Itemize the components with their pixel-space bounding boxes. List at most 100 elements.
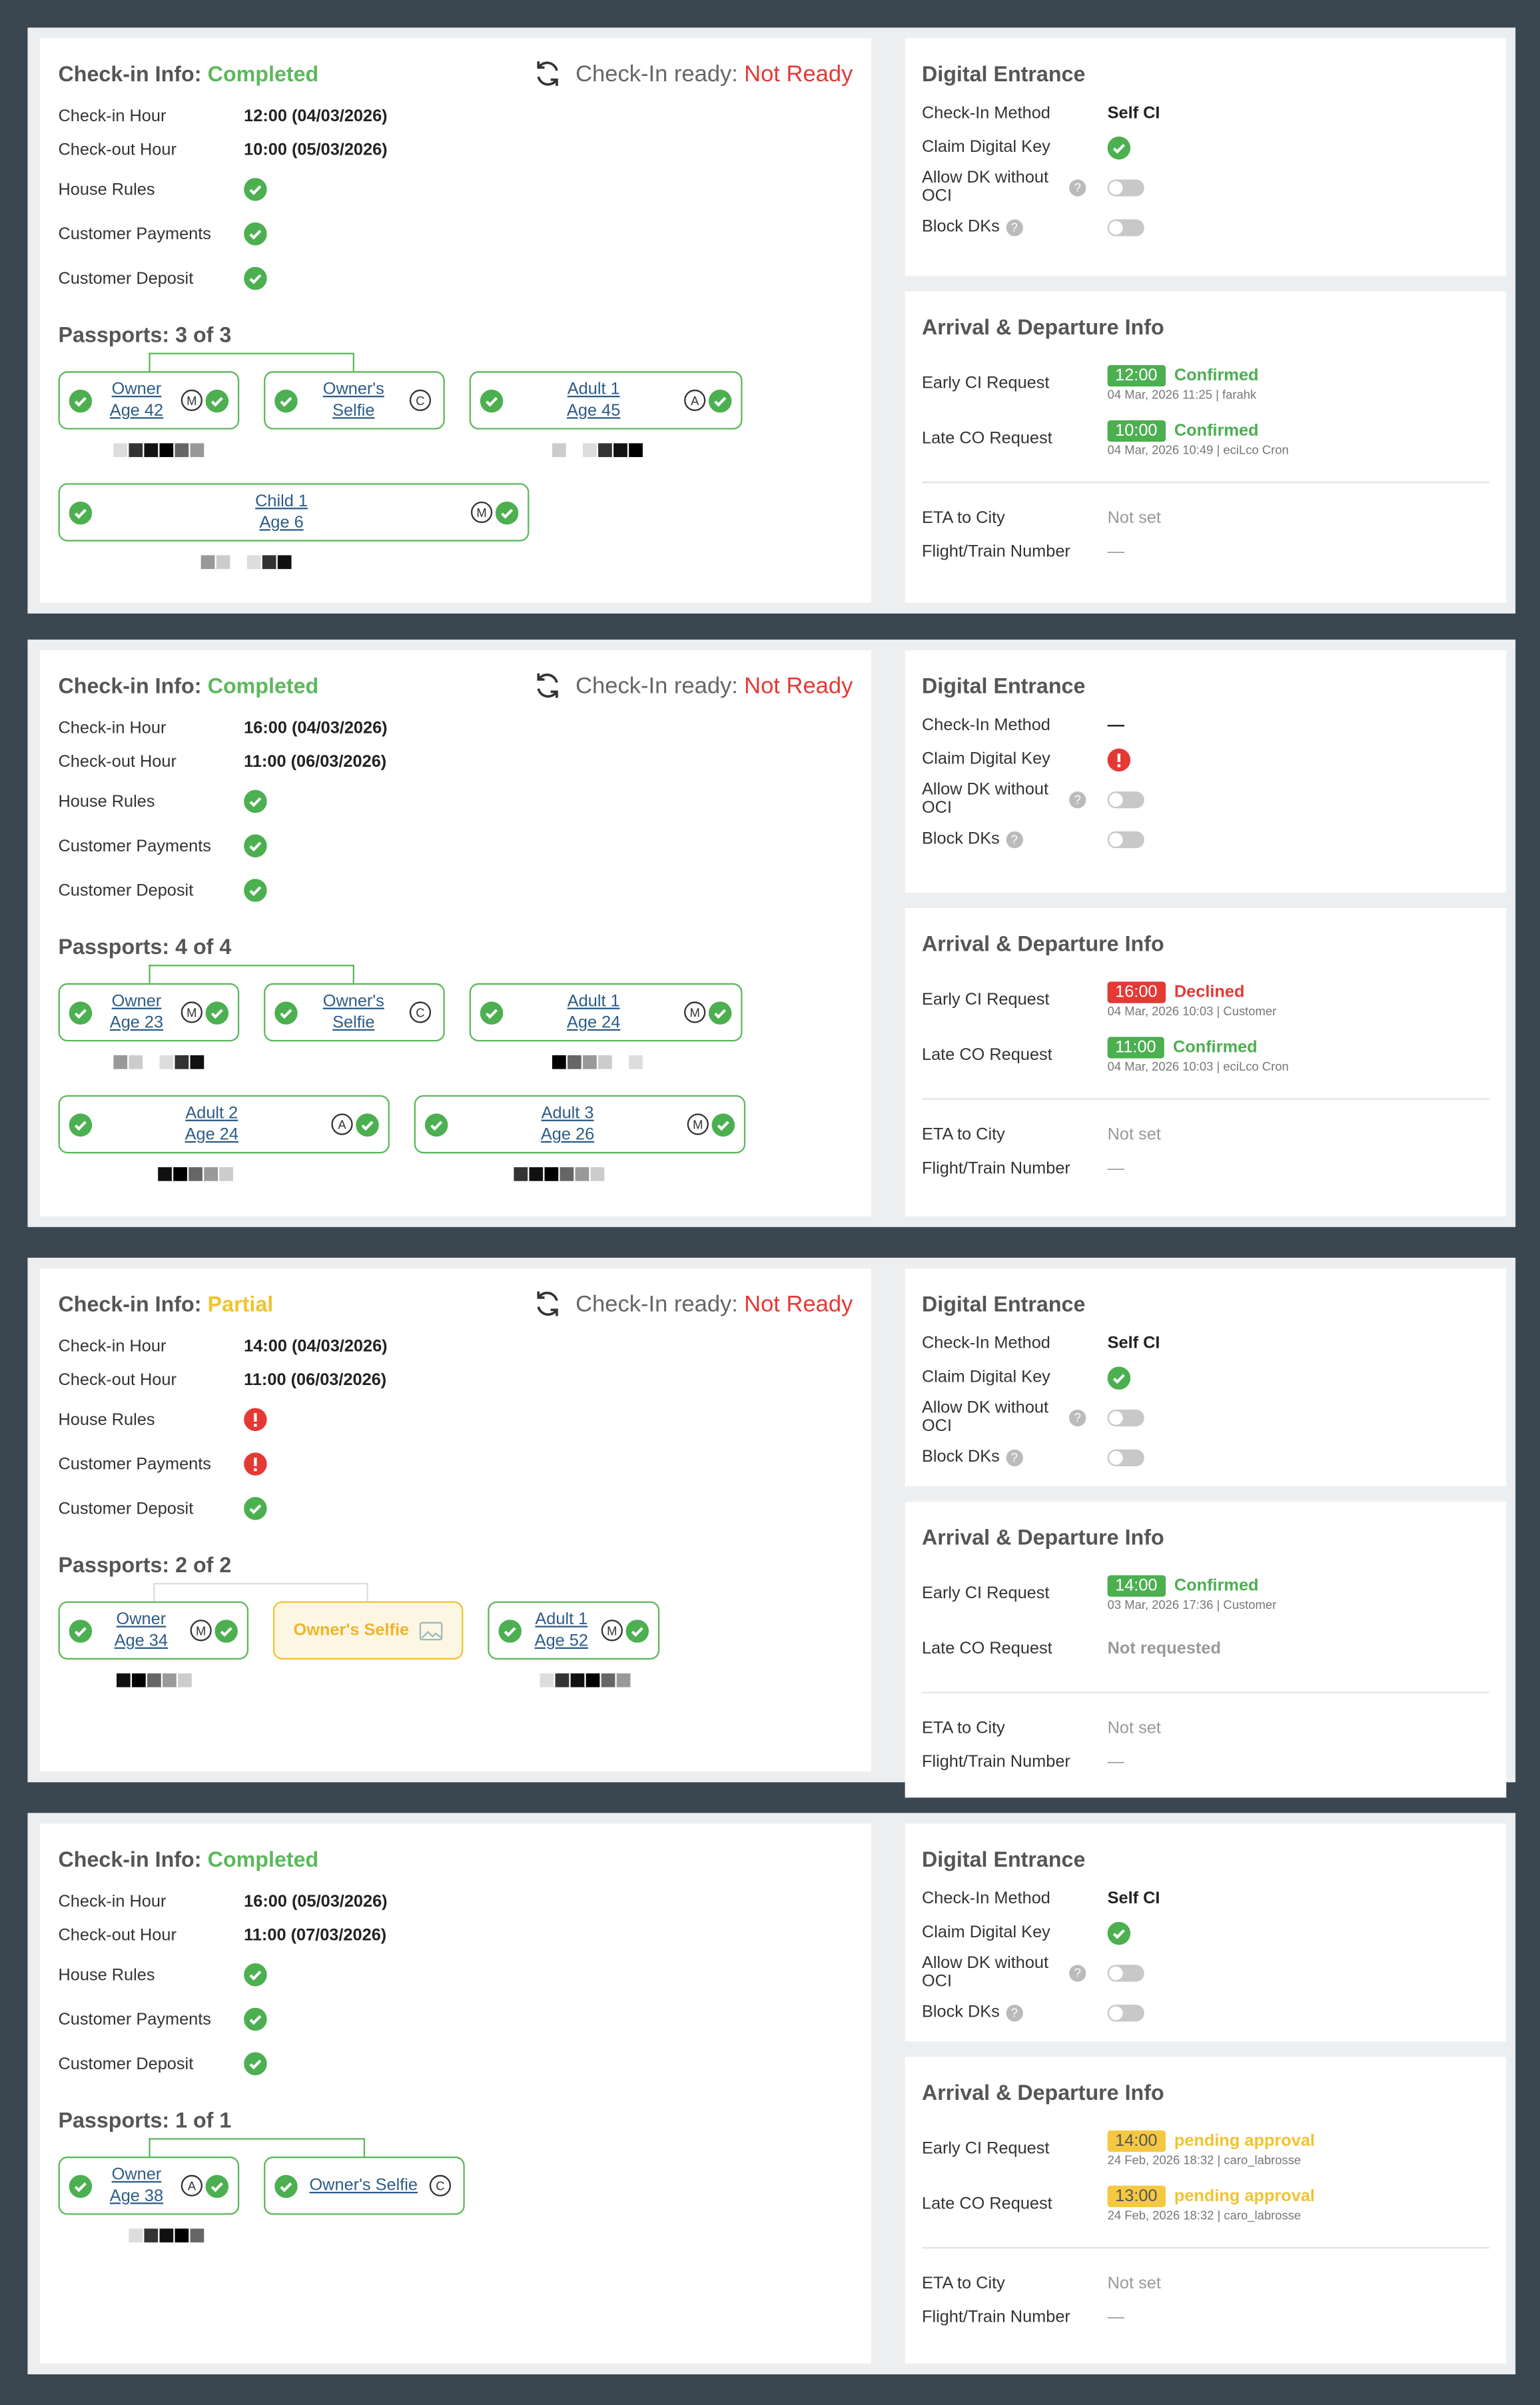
check-bg — [69, 388, 93, 412]
passport-card: Owner's Selfie C — [264, 2157, 465, 2215]
passport-link[interactable]: Selfie — [332, 402, 375, 420]
check-mark — [74, 396, 87, 406]
passport-badge: M — [181, 1001, 202, 1023]
request-rows: Early CI Request 12:00 Confirmed 04 Mar, 20… — [922, 356, 1489, 466]
redacted-document — [552, 443, 643, 458]
ok-icon-wrap — [244, 834, 267, 857]
hour-value: 11:00 (07/03/2026) — [244, 1926, 387, 1945]
toggle-row: Block DKs? — [922, 1995, 1489, 2029]
redacted-pixel — [147, 1673, 161, 1687]
refresh-icon-wrap — [533, 1288, 564, 1319]
error-dot — [254, 1468, 257, 1472]
request-row: Late CO Request 13:00 pending approval 24 F… — [922, 2176, 1489, 2232]
toggle-label-wrap: Block DKs? — [922, 830, 1108, 848]
method-label: Check-In Method — [921, 716, 1050, 735]
redacted-document — [552, 1055, 643, 1069]
redacted-pixel — [567, 1055, 581, 1069]
check-mark — [714, 1008, 727, 1019]
info-label: ETA to City — [921, 1719, 1005, 1738]
toggle-switch[interactable] — [1107, 2003, 1144, 2021]
request-row: Early CI Request 14:00 pending approval 24 … — [922, 2121, 1489, 2176]
method-row: Check-In Method Self CI — [922, 1882, 1489, 1916]
passport-link[interactable]: Age 38 — [109, 2187, 164, 2206]
passport-link[interactable]: Owner's Selfie — [309, 2176, 418, 2195]
check-bg — [244, 1497, 267, 1520]
check-icon — [1107, 1921, 1131, 1945]
passport-link[interactable]: Age 34 — [114, 1632, 169, 1651]
request-detail: 14:00 Confirmed 03 Mar, 2026 17:36 | Custo… — [1107, 1575, 1276, 1612]
redacted-document — [113, 2228, 204, 2242]
toggle-switch[interactable] — [1107, 219, 1144, 236]
passport-link[interactable]: Owner — [111, 992, 162, 1011]
passport-link[interactable]: Adult 2 — [185, 1104, 238, 1123]
passport-link[interactable]: Owner — [111, 2165, 162, 2184]
toggle-switch[interactable] — [1107, 790, 1144, 808]
passport-link[interactable]: Owner — [116, 1610, 167, 1630]
passport-link[interactable]: Child 1 — [255, 492, 308, 511]
ready-status: Not Ready — [744, 60, 853, 87]
checkin-ready: Check-In ready: Not Ready — [533, 1287, 853, 1321]
passport-link[interactable]: Age 24 — [185, 1125, 238, 1145]
passport-link[interactable]: Age 26 — [540, 1125, 595, 1145]
error-dot — [1117, 763, 1121, 767]
redacted-pixel — [128, 443, 143, 458]
toggle-switch[interactable] — [1107, 179, 1144, 196]
ok-icon-wrap — [708, 388, 732, 412]
passport-link[interactable]: Age 52 — [534, 1632, 588, 1651]
check-row: Customer Deposit — [59, 1486, 853, 1531]
arrival-card: Arrival & Departure Info Early CI Request… — [905, 291, 1507, 603]
refresh-icon — [537, 1291, 559, 1316]
request-line: 10:00 Confirmed — [1107, 420, 1289, 442]
redacted-pixel — [190, 2228, 204, 2242]
passport-link[interactable]: Adult 1 — [567, 992, 620, 1011]
passport-link[interactable]: Age 45 — [567, 402, 621, 420]
info-row: ETA to City Not set — [922, 2267, 1489, 2301]
toggle-switch[interactable] — [1107, 1448, 1144, 1466]
passport-link[interactable]: Age 42 — [109, 402, 164, 420]
toggle-row: Block DKs? — [922, 210, 1489, 244]
passport-link[interactable]: Age 6 — [259, 514, 304, 532]
info-value: Not set — [1107, 1719, 1161, 1738]
check-icon — [205, 388, 229, 412]
passport-badge: M — [601, 1620, 623, 1642]
passport-link[interactable]: Selfie — [332, 1013, 375, 1033]
passport-link[interactable]: Owner's — [322, 992, 384, 1011]
toggle-switch[interactable] — [1107, 830, 1144, 848]
request-time: 14:00 — [1107, 2130, 1166, 2153]
toggle-switch[interactable] — [1107, 1408, 1144, 1426]
redacted-document — [113, 443, 204, 458]
check-mark — [631, 1626, 643, 1636]
check-label: House Rules — [58, 792, 155, 811]
passport-link[interactable]: Age 23 — [109, 1013, 164, 1033]
help-icon: ? — [1069, 790, 1086, 808]
check-bg — [424, 1113, 448, 1136]
request-detail: 11:00 Confirmed 04 Mar, 2026 10:03 | eciLc… — [1107, 1037, 1289, 1074]
info-row: Flight/Train Number — — [922, 536, 1489, 570]
check-icon — [708, 388, 732, 412]
checkin-rows: Check-in Hour 12:00 (04/03/2026) Check-out… — [59, 100, 853, 301]
toggle-switch[interactable] — [1107, 1964, 1144, 1981]
help-icon: ? — [1069, 179, 1086, 196]
method-label: Check-In Method — [921, 1334, 1050, 1353]
check-row: Customer Deposit — [59, 2041, 853, 2086]
hour-label: Check-out Hour — [58, 1926, 177, 1945]
ok-icon-wrap — [274, 388, 298, 412]
check-mark — [1112, 1373, 1125, 1383]
check-mark — [74, 1008, 87, 1019]
info-label: ETA to City — [921, 2274, 1005, 2293]
passport-link[interactable]: Adult 1 — [535, 1610, 588, 1630]
check-icon — [69, 388, 93, 412]
request-rows: Early CI Request 14:00 pending approval 24 … — [922, 2121, 1489, 2232]
check-mark — [210, 396, 223, 406]
passport-link[interactable]: Owner's — [322, 380, 384, 399]
passport-link[interactable]: Adult 3 — [541, 1104, 594, 1123]
check-mark — [249, 841, 262, 852]
passport-link[interactable]: Adult 1 — [567, 380, 620, 399]
passport-link[interactable]: Age 24 — [567, 1013, 621, 1033]
ready-label: Check-In ready: — [576, 1290, 738, 1317]
image-icon — [419, 1621, 442, 1640]
passport-link[interactable]: Owner — [111, 380, 162, 399]
claim-row: Claim Digital Key — [922, 131, 1489, 165]
check-mark — [220, 1626, 232, 1636]
